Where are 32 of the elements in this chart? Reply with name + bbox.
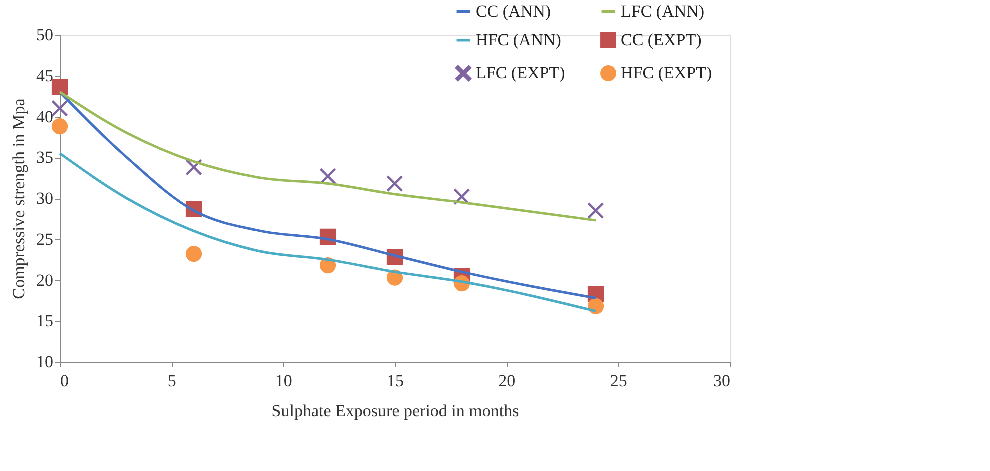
point (588, 202, 604, 219)
y-tick-label: 35 (36, 148, 54, 168)
point (52, 118, 68, 135)
legend-label: HFC (EXPT) (621, 64, 712, 82)
y-tick-label: 30 (36, 189, 54, 208)
x-tick-label: 10 (275, 372, 292, 390)
y-tick-label: 20 (36, 270, 54, 290)
x-tick-label: 15 (387, 372, 404, 390)
point (52, 79, 68, 96)
legend-label: LFC (EXPT) (476, 64, 566, 82)
legend-label: HFC (ANN) (476, 30, 562, 50)
y-tick-label: 25 (36, 230, 54, 249)
legend-label: CC (ANN) (476, 2, 552, 21)
point (186, 159, 202, 176)
point (186, 246, 202, 262)
x-tick-label: 30 (714, 372, 730, 390)
y-tick-label: 10 (36, 352, 54, 372)
y-tick-label: 50 (36, 26, 54, 44)
x-tick-label: 5 (168, 372, 176, 390)
y-tick-label: 15 (36, 312, 54, 331)
legend-label: LFC (ANN) (621, 2, 705, 21)
point (386, 176, 404, 192)
point (320, 168, 336, 184)
point (52, 100, 68, 117)
y-tick-label: 45 (36, 66, 54, 86)
x-tick-label: 0 (60, 372, 69, 390)
y-axis-title: Compressive strength in Mpa (10, 98, 28, 300)
legend-label: CC (EXPT) (621, 30, 702, 50)
x-tick-label: 25 (610, 372, 628, 390)
x-tick-label: 20 (498, 372, 516, 390)
y-tick-label: 40 (36, 107, 54, 126)
x-axis-title: Sulphate Exposure period in months (272, 402, 520, 420)
